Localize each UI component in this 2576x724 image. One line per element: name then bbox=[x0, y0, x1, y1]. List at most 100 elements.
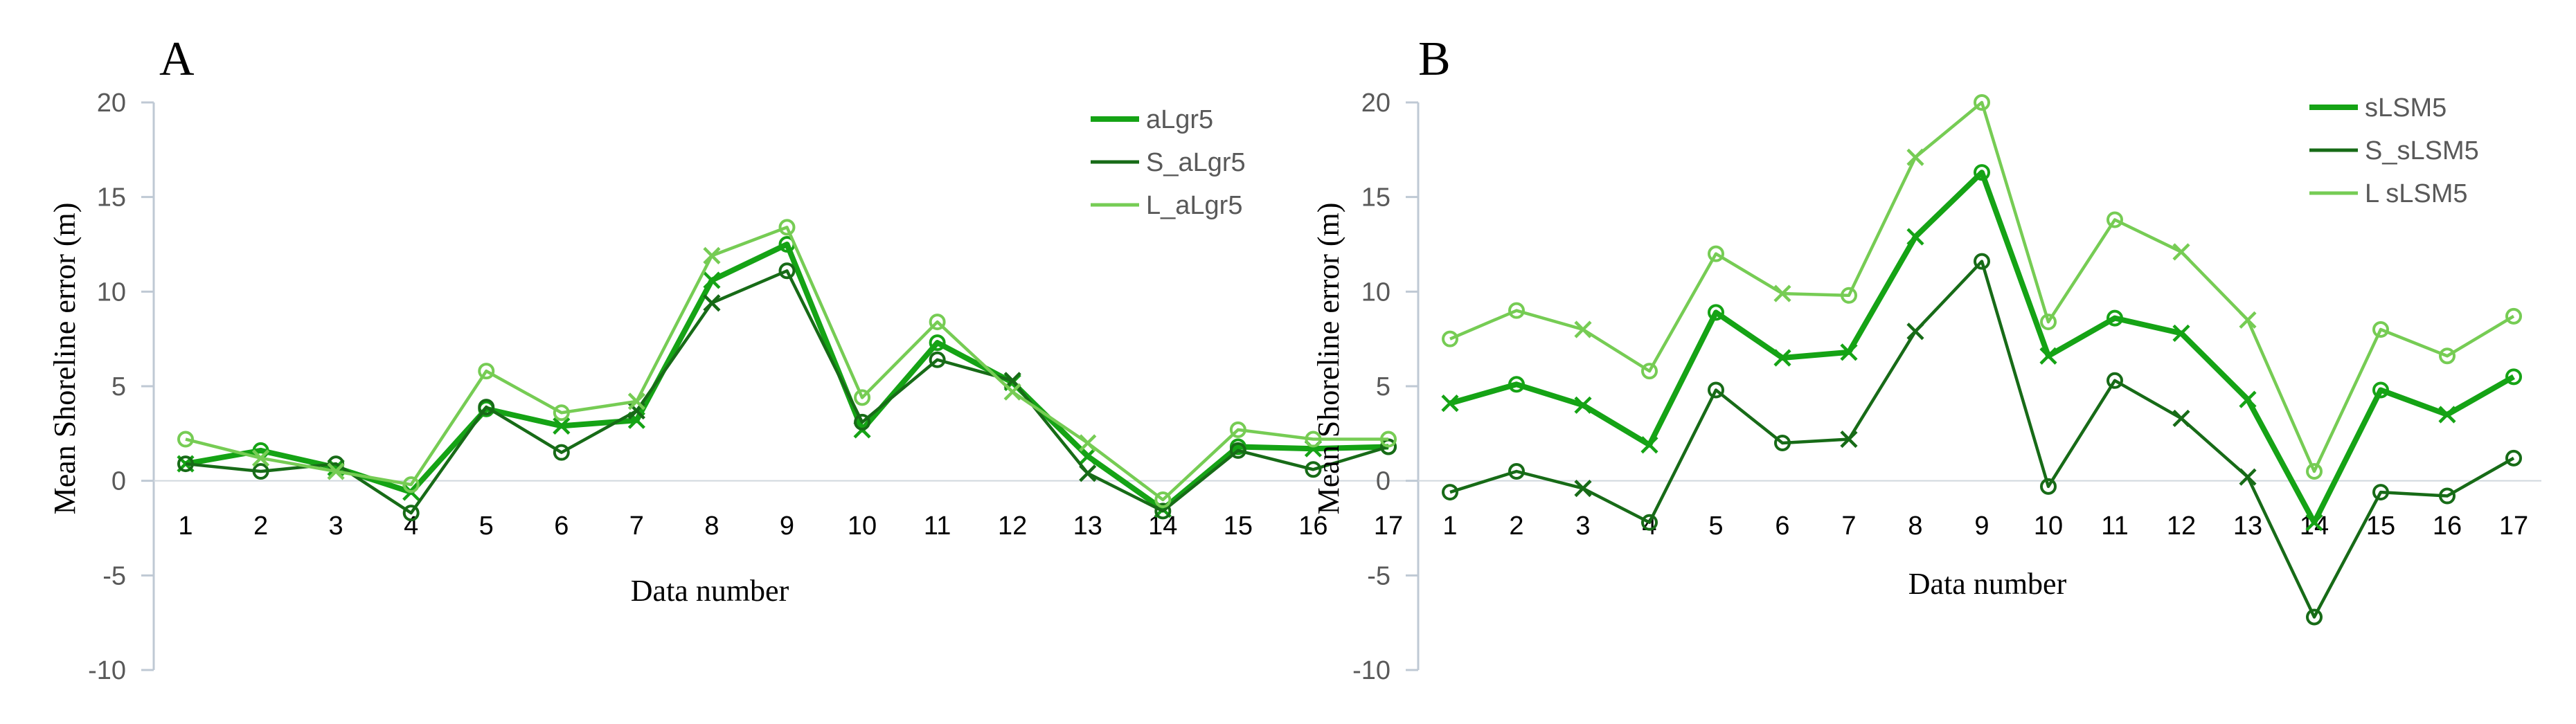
series-line bbox=[1449, 260, 2515, 619]
x-axis-label: Data number bbox=[1908, 567, 2067, 601]
data-point bbox=[778, 262, 796, 280]
x-tick-label: 2 bbox=[1509, 512, 1523, 541]
data-point bbox=[1003, 383, 1021, 401]
data-point bbox=[1641, 514, 1658, 531]
legend: sLSM5 S_sLSM5 L sLSM5 bbox=[2309, 93, 2479, 208]
x-tick-label: 6 bbox=[1775, 512, 1789, 541]
x-tick-label: 16 bbox=[1298, 512, 1327, 541]
legend-entry: L_aLgr5 bbox=[1146, 191, 1242, 220]
x-tick-label: 5 bbox=[479, 512, 494, 541]
data-point bbox=[1441, 395, 1459, 413]
data-point bbox=[929, 334, 946, 352]
data-point bbox=[2439, 347, 2456, 365]
panel-label: A bbox=[159, 33, 195, 86]
x-tick-label: 2 bbox=[253, 512, 268, 541]
data-point bbox=[2107, 309, 2123, 327]
x-tick-label: 1 bbox=[178, 512, 193, 541]
data-point bbox=[2505, 307, 2522, 325]
data-point bbox=[1708, 381, 1724, 399]
y-axis-label: Mean Shoreline error (m) bbox=[1312, 203, 1345, 515]
data-point bbox=[1154, 491, 1172, 508]
data-point bbox=[402, 476, 420, 494]
data-point bbox=[1305, 431, 1322, 448]
data-point bbox=[2306, 608, 2323, 626]
data-point bbox=[703, 294, 721, 312]
panel-label: B bbox=[1418, 33, 1451, 86]
data-point bbox=[1574, 396, 1592, 414]
x-tick-label: 9 bbox=[1974, 512, 1989, 541]
data-point bbox=[703, 271, 721, 289]
data-point bbox=[478, 363, 495, 380]
x-tick-label: 7 bbox=[629, 512, 644, 541]
x-tick-label: 14 bbox=[2300, 512, 2329, 541]
y-tick-label: 5 bbox=[1376, 372, 1390, 401]
x-tick-label: 5 bbox=[1708, 512, 1723, 541]
y-tick-label: -10 bbox=[88, 656, 126, 685]
data-point bbox=[553, 404, 570, 422]
data-point bbox=[1229, 442, 1246, 459]
data-point bbox=[252, 463, 269, 480]
data-point bbox=[1974, 94, 1990, 111]
data-point bbox=[2306, 463, 2323, 480]
y-tick-label: -10 bbox=[1352, 656, 1390, 685]
data-point bbox=[1974, 164, 1990, 181]
x-tick-label: 3 bbox=[1575, 512, 1590, 541]
x-tick-label: 1 bbox=[1442, 512, 1457, 541]
data-point bbox=[1305, 461, 1322, 478]
data-point bbox=[2040, 478, 2057, 495]
data-point bbox=[2372, 381, 2389, 399]
data-point bbox=[1773, 349, 1791, 367]
data-point bbox=[553, 417, 571, 435]
y-tick-label: 20 bbox=[1361, 89, 1390, 118]
y-tick-label: 15 bbox=[97, 183, 126, 212]
data-point bbox=[929, 351, 946, 368]
data-point bbox=[703, 246, 721, 264]
data-point bbox=[778, 219, 796, 236]
data-point bbox=[2439, 487, 2456, 505]
data-point bbox=[2172, 324, 2190, 343]
data-point bbox=[854, 389, 871, 406]
data-point bbox=[1079, 464, 1097, 482]
data-point bbox=[1079, 447, 1097, 465]
series-line bbox=[185, 226, 1388, 502]
data-point bbox=[2239, 311, 2257, 329]
y-tick-label: 15 bbox=[1361, 183, 1390, 212]
series-s_slsm5 bbox=[1442, 253, 2522, 626]
legend-entry: aLgr5 bbox=[1146, 105, 1213, 134]
x-tick-label: 7 bbox=[1841, 512, 1856, 541]
data-point bbox=[1641, 363, 1658, 380]
data-point bbox=[1574, 480, 1592, 498]
data-point bbox=[1773, 284, 1791, 302]
data-point bbox=[2305, 514, 2323, 532]
x-tick-label: 8 bbox=[1908, 512, 1922, 541]
data-point bbox=[402, 505, 420, 522]
data-point bbox=[478, 399, 495, 416]
series-s_algr5 bbox=[177, 262, 1397, 522]
data-point bbox=[1380, 431, 1397, 448]
data-point bbox=[1906, 148, 1924, 166]
data-point bbox=[1442, 484, 1458, 501]
data-point bbox=[1508, 302, 1525, 319]
data-point bbox=[2372, 484, 2389, 501]
y-tick-label: 5 bbox=[111, 372, 126, 401]
x-tick-label: 17 bbox=[2499, 512, 2528, 541]
series-line bbox=[1449, 100, 2515, 473]
series-line bbox=[185, 269, 1389, 515]
data-point bbox=[1079, 434, 1097, 452]
data-point bbox=[1708, 304, 1724, 321]
x-tick-label: 12 bbox=[998, 512, 1027, 541]
data-point bbox=[2505, 449, 2522, 467]
y-tick-label: 10 bbox=[1361, 278, 1390, 307]
x-tick-label: 15 bbox=[2366, 512, 2395, 541]
legend-entry: S_aLgr5 bbox=[1146, 148, 1246, 177]
x-tick-label: 11 bbox=[924, 512, 951, 541]
data-point bbox=[2239, 468, 2257, 486]
data-point bbox=[2239, 390, 2257, 408]
x-tick-label: 11 bbox=[2101, 512, 2128, 541]
data-point bbox=[854, 413, 871, 431]
x-tick-label: 6 bbox=[554, 512, 569, 541]
x-tick-label: 10 bbox=[2034, 512, 2063, 541]
data-point bbox=[1574, 320, 1592, 338]
series-l_algr5 bbox=[177, 219, 1397, 508]
